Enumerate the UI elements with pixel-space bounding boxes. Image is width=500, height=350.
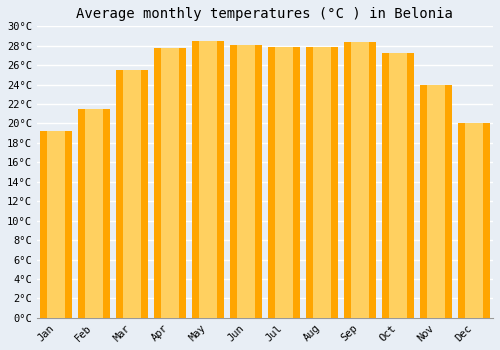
Bar [306,47,338,318]
Bar [116,70,148,318]
Bar [465,122,483,318]
Bar [427,85,445,318]
Bar [85,109,102,318]
Bar [420,85,452,318]
Bar [161,48,179,318]
Title: Average monthly temperatures (°C ) in Belonia: Average monthly temperatures (°C ) in Be… [76,7,454,21]
Bar [154,48,186,318]
Bar [78,109,110,318]
Bar [275,47,293,318]
Bar [389,54,407,318]
Bar [268,47,300,318]
Bar [382,54,414,318]
Bar [351,42,369,318]
Bar [230,45,262,318]
Bar [192,41,224,318]
Bar [344,42,376,318]
Bar [199,41,217,318]
Bar [47,131,64,318]
Bar [123,70,140,318]
Bar [40,131,72,318]
Bar [458,122,490,318]
Bar [313,47,331,318]
Bar [237,45,255,318]
